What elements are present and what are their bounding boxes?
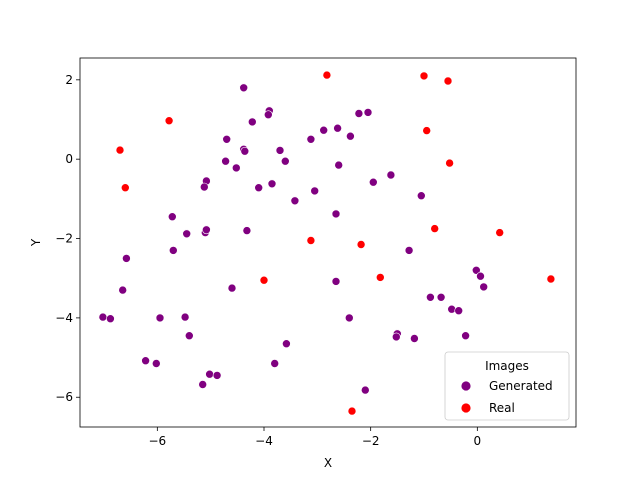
point-generated (282, 339, 291, 349)
point-generated (152, 359, 161, 368)
point-generated (471, 265, 481, 275)
x-tick-label: −4 (255, 434, 273, 448)
point-generated (404, 246, 414, 255)
x-tick-label: −2 (362, 434, 380, 448)
point-generated (331, 277, 341, 286)
point-generated (212, 371, 222, 380)
point-generated (106, 314, 115, 324)
point-generated (122, 254, 131, 263)
point-real (422, 126, 432, 135)
point-generated (198, 380, 207, 389)
point-real (259, 275, 269, 285)
legend-title: Images (485, 359, 529, 373)
x-tick-label: −6 (148, 434, 166, 448)
point-generated (242, 226, 252, 235)
point-generated (410, 334, 419, 343)
point-real (445, 158, 454, 168)
point-real (375, 273, 385, 282)
point-generated (479, 282, 489, 292)
point-generated (454, 306, 464, 316)
point-generated (275, 146, 285, 155)
point-real (430, 224, 440, 233)
point-generated (254, 183, 264, 192)
axis-ticks: −6 −4 −2 0 −6 −4 −2 0 2 (55, 73, 481, 448)
plot-points (98, 70, 556, 416)
point-generated (227, 283, 237, 293)
y-tick-label: −2 (55, 232, 73, 246)
point-real (347, 406, 357, 416)
point-generated (222, 135, 231, 144)
point-generated (310, 186, 320, 196)
point-generated (270, 359, 280, 368)
point-generated (267, 179, 277, 189)
legend-box (444, 351, 570, 421)
point-real (306, 236, 316, 245)
point-generated (354, 109, 364, 118)
y-tick-label: −4 (55, 311, 73, 325)
point-real (322, 70, 332, 80)
point-generated (182, 229, 191, 239)
point-real (164, 116, 174, 125)
point-generated (391, 332, 401, 342)
point-generated (386, 170, 396, 180)
point-generated (280, 156, 290, 166)
point-generated (200, 182, 209, 192)
point-generated (360, 385, 370, 395)
point-generated (185, 331, 194, 341)
legend-marker-generated (460, 380, 472, 392)
y-tick-label: 0 (65, 152, 73, 166)
point-generated (141, 356, 150, 366)
point-generated (202, 225, 211, 235)
point-generated (461, 331, 470, 341)
point-generated (447, 304, 457, 314)
point-real (419, 71, 429, 81)
point-generated (180, 312, 190, 322)
point-generated (232, 163, 241, 173)
point-generated (416, 191, 426, 200)
point-generated (248, 117, 257, 127)
point-generated (368, 177, 378, 187)
point-real (443, 76, 453, 86)
point-generated (306, 135, 316, 144)
y-axis-label: Y (29, 238, 43, 247)
point-generated (319, 125, 329, 135)
point-generated (240, 146, 250, 156)
point-real (356, 240, 366, 249)
point-generated (331, 209, 341, 219)
point-generated (476, 271, 485, 281)
plot-frame (79, 57, 577, 428)
point-generated (118, 285, 127, 295)
point-generated (334, 160, 344, 170)
y-tick-label: 2 (65, 73, 73, 87)
point-generated (221, 156, 230, 166)
point-generated (168, 212, 177, 221)
point-generated (363, 108, 373, 117)
point-generated (426, 292, 435, 302)
point-generated (344, 313, 354, 323)
point-generated (263, 110, 273, 119)
point-generated (155, 313, 165, 323)
point-generated (333, 123, 342, 133)
x-tick-label: 0 (474, 434, 482, 448)
point-generated (239, 83, 248, 93)
x-axis-label: X (324, 456, 332, 470)
point-real (546, 274, 556, 284)
legend: Images Generated Real (444, 351, 570, 421)
legend-marker-real (460, 402, 472, 414)
legend-label-generated: Generated (489, 379, 553, 393)
point-real (495, 228, 505, 237)
point-generated (98, 312, 108, 322)
point-generated (346, 131, 355, 141)
point-real (115, 145, 125, 155)
legend-label-real: Real (489, 401, 515, 415)
point-generated (436, 292, 446, 302)
point-generated (205, 369, 214, 379)
point-generated (169, 246, 178, 255)
point-generated (290, 196, 300, 206)
point-real (121, 183, 130, 192)
y-tick-label: −6 (55, 390, 73, 404)
